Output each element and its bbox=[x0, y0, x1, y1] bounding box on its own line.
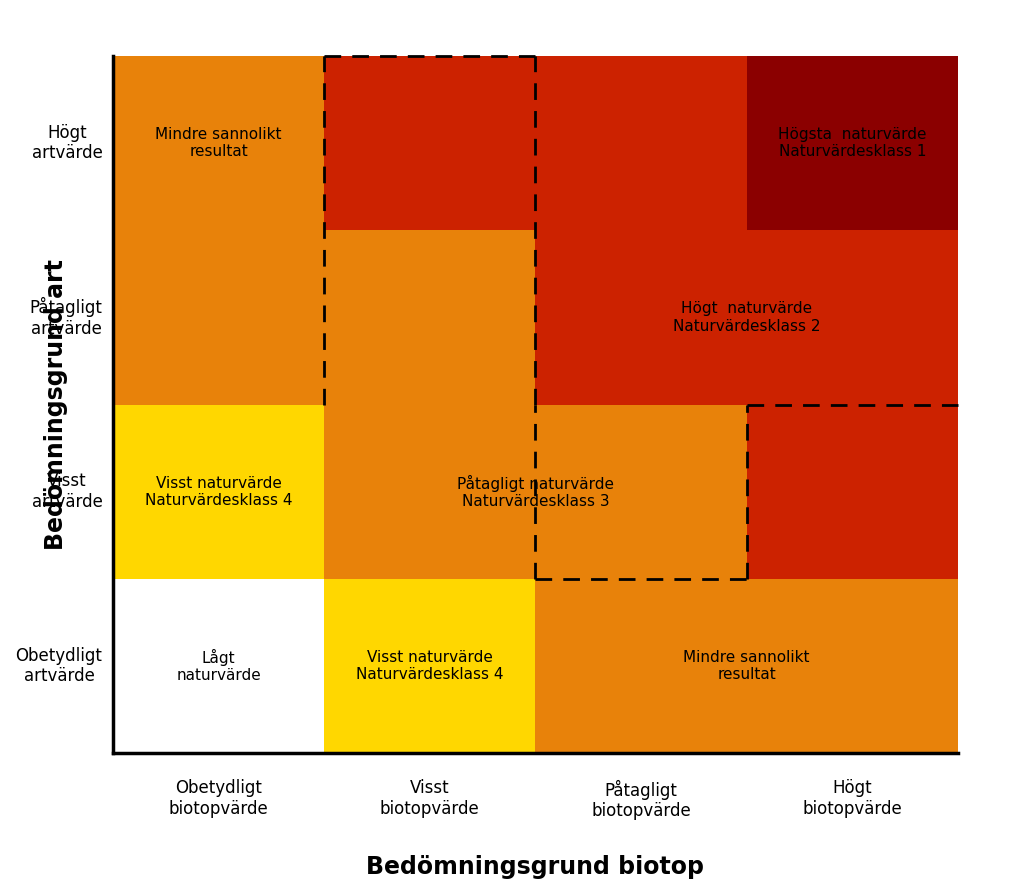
Text: Högsta  naturvärde
Naturvärdesklass 1: Högsta naturvärde Naturvärdesklass 1 bbox=[778, 127, 927, 159]
Bar bbox=[325, 230, 536, 405]
Text: Visst
biotopvärde: Visst biotopvärde bbox=[380, 780, 479, 818]
Bar bbox=[536, 56, 746, 230]
Bar bbox=[746, 230, 957, 405]
Text: Högt  naturvärde
Naturvärdesklass 2: Högt naturvärde Naturvärdesklass 2 bbox=[673, 301, 820, 333]
Bar bbox=[325, 56, 536, 230]
Bar bbox=[746, 579, 957, 753]
Bar bbox=[746, 56, 957, 230]
Text: Högt
artvärde: Högt artvärde bbox=[32, 124, 102, 162]
Bar bbox=[536, 230, 746, 405]
Text: Påtagligt
artvärde: Påtagligt artvärde bbox=[30, 297, 102, 338]
Text: Mindre sannolikt
resultat: Mindre sannolikt resultat bbox=[156, 127, 282, 159]
Bar bbox=[113, 405, 325, 579]
Text: Obetydligt
biotopvärde: Obetydligt biotopvärde bbox=[169, 780, 268, 818]
Bar bbox=[325, 579, 536, 753]
Bar bbox=[536, 405, 746, 579]
Bar bbox=[113, 579, 325, 753]
Text: Lågt
naturvärde: Lågt naturvärde bbox=[176, 649, 261, 683]
Text: Bedömningsgrund biotop: Bedömningsgrund biotop bbox=[367, 854, 705, 879]
Text: Visst naturvärde
Naturvärdesklass 4: Visst naturvärde Naturvärdesklass 4 bbox=[356, 650, 504, 683]
Text: Obetydligt
artvärde: Obetydligt artvärde bbox=[15, 647, 102, 685]
Text: Visst naturvärde
Naturvärdesklass 4: Visst naturvärde Naturvärdesklass 4 bbox=[144, 476, 292, 508]
Text: Påtagligt
biotopvärde: Påtagligt biotopvärde bbox=[591, 780, 691, 821]
Bar bbox=[113, 230, 325, 405]
Bar bbox=[536, 579, 746, 753]
Text: Påtagligt naturvärde
Naturvärdesklass 3: Påtagligt naturvärde Naturvärdesklass 3 bbox=[457, 475, 614, 509]
Text: Visst
artvärde: Visst artvärde bbox=[32, 472, 102, 511]
Bar bbox=[325, 405, 536, 579]
Text: Bedömningsgrund art: Bedömningsgrund art bbox=[44, 259, 68, 550]
Bar bbox=[746, 405, 957, 579]
Text: Högt
biotopvärde: Högt biotopvärde bbox=[803, 780, 902, 818]
Text: Mindre sannolikt
resultat: Mindre sannolikt resultat bbox=[683, 650, 810, 683]
Bar bbox=[113, 56, 325, 230]
